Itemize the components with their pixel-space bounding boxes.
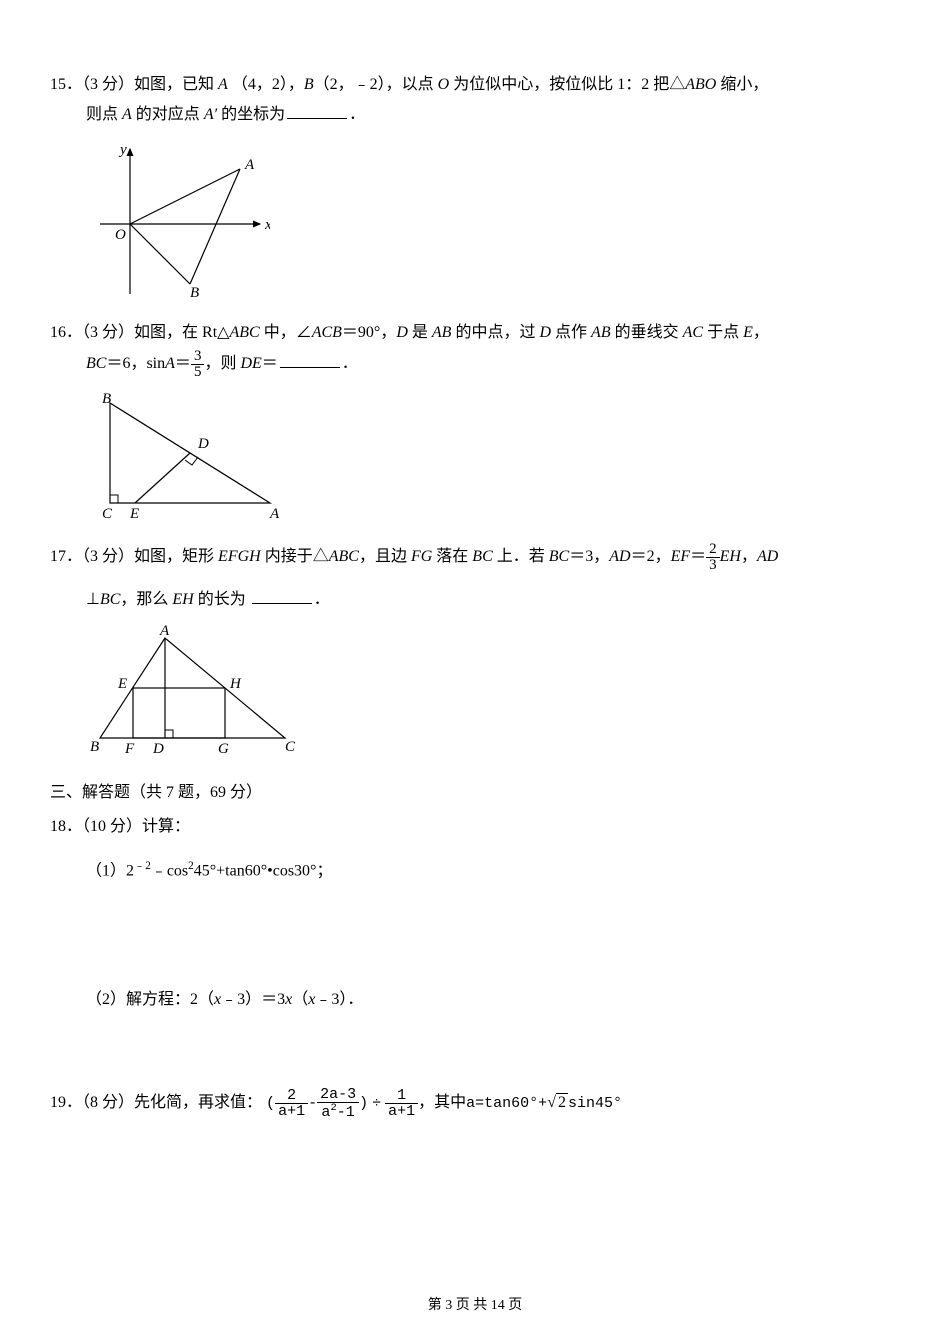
q17-line2: ⊥BC，那么 EH 的长为 ． [50, 585, 900, 615]
q15-line2: 则点 A 的对应点 A′ 的坐标为． [50, 100, 900, 130]
x-label: x [264, 217, 270, 233]
q16-figure: B C A D E [90, 388, 900, 534]
O-label: O [115, 227, 126, 243]
svg-text:G: G [218, 741, 229, 757]
q18-workspace-2 [50, 1029, 900, 1079]
svg-text:A: A [269, 506, 280, 522]
question-15: 15．（3 分）如图，已知 A （4，2），B（2，﹣2），以点 O 为位似中心… [50, 70, 900, 310]
question-17: 17．（3 分）如图，矩形 EFGH 内接于△ABC，且边 FG 落在 BC 上… [50, 542, 900, 770]
svg-text:B: B [102, 391, 111, 407]
q17-fraction: 23 [706, 542, 720, 573]
svg-text:D: D [152, 741, 164, 757]
q16-number: 16． [50, 324, 82, 341]
page-footer: 第 3 页 共 14 页 [50, 1294, 900, 1314]
section-3-header: 三、解答题（共 7 题，69 分） [50, 778, 900, 802]
q18-workspace-1 [50, 901, 900, 971]
A-label: A [244, 157, 255, 173]
q19-points: （8 分） [82, 1094, 134, 1111]
svg-text:E: E [129, 506, 139, 522]
question-16: 16．（3 分）如图，在 Rt△ABC 中，∠ACB＝90°，D 是 AB 的中… [50, 318, 900, 534]
svg-text:C: C [102, 506, 113, 522]
q15-number: 15． [50, 76, 82, 93]
q18-sub2: （2）解方程：2（x﹣3）＝3x（x﹣3）． [86, 985, 900, 1015]
q17-points: （3 分） [82, 548, 134, 565]
q18-sub1: （1）2﹣2﹣cos245°+tan60°•cos30°； [86, 856, 900, 887]
svg-text:E: E [117, 676, 127, 692]
q17-text: 17．（3 分）如图，矩形 EFGH 内接于△ABC，且边 FG 落在 BC 上… [50, 542, 900, 573]
B-label: B [190, 285, 199, 299]
svg-text:B: B [90, 739, 99, 755]
question-19: 19．（8 分）先化简，再求值： (2a+1-2a-3a2-1) ÷ 1a+1，… [50, 1087, 900, 1120]
q18-text: 18．（10 分）计算： [50, 812, 900, 842]
svg-text:C: C [285, 739, 296, 755]
q16-text: 16．（3 分）如图，在 Rt△ABC 中，∠ACB＝90°，D 是 AB 的中… [50, 318, 900, 348]
svg-text:D: D [197, 436, 209, 452]
q19-number: 19． [50, 1094, 82, 1111]
q19-text: 19．（8 分）先化简，再求值： (2a+1-2a-3a2-1) ÷ 1a+1，… [50, 1087, 900, 1120]
q17-blank [252, 588, 312, 604]
q15-points: （3 分） [82, 76, 134, 93]
q17-figure: A B C E H F D G [90, 623, 900, 769]
q18-points: （10 分） [82, 818, 142, 835]
q19-frac3: 1a+1 [385, 1088, 418, 1119]
svg-text:A: A [159, 623, 170, 639]
q15-figure: O A B x y [90, 139, 900, 310]
q16-line2: BC＝6，sinA＝35，则 DE＝． [50, 349, 900, 380]
q15-blank [287, 103, 347, 119]
q16-points: （3 分） [82, 324, 134, 341]
y-label: y [118, 142, 127, 158]
q16-svg: B C A D E [90, 388, 290, 523]
q19-frac1: 2a+1 [275, 1088, 308, 1119]
q15-svg: O A B x y [90, 139, 270, 299]
q16-fraction: 35 [191, 349, 205, 380]
question-18: 18．（10 分）计算： （1）2﹣2﹣cos245°+tan60°•cos30… [50, 812, 900, 1080]
q19-frac2: 2a-3a2-1 [317, 1087, 359, 1120]
q18-number: 18． [50, 818, 82, 835]
svg-text:H: H [229, 676, 242, 692]
q15-text: 15．（3 分）如图，已知 A （4，2），B（2，﹣2），以点 O 为位似中心… [50, 70, 900, 100]
q17-number: 17． [50, 548, 82, 565]
q17-svg: A B C E H F D G [90, 623, 300, 758]
q16-blank [280, 352, 340, 368]
svg-text:F: F [124, 741, 135, 757]
sqrt-icon: 2 [547, 1088, 568, 1118]
